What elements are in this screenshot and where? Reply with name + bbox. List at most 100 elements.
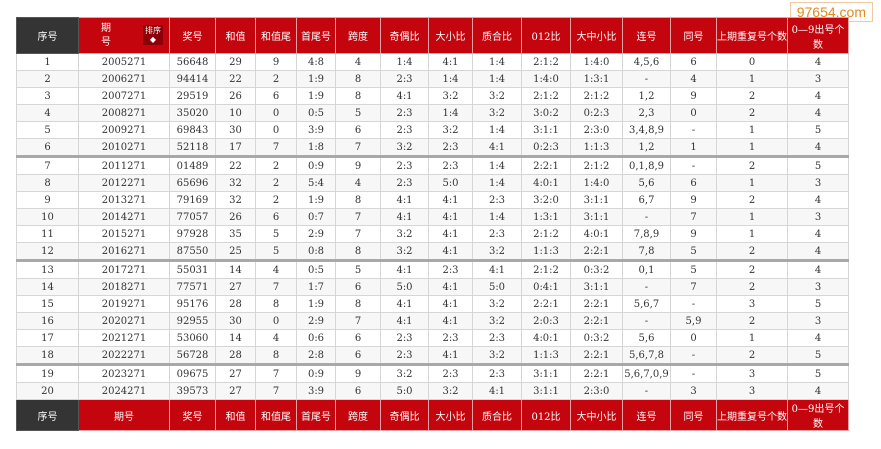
cell-same-number: - (670, 155, 717, 175)
cell-issue: 2013271 (78, 191, 170, 209)
cell-odd-even: 3:2 (380, 225, 429, 243)
cell-big-small: 4:1 (428, 53, 473, 71)
header-sum-tail: 和值尾 (255, 17, 297, 54)
cell-repeat-count: 0 (716, 53, 788, 71)
cell-012-ratio: 2:2:1 (521, 295, 571, 313)
cell-big-mid-small: 1:4:0 (570, 53, 623, 71)
cell-repeat-count: 2 (716, 155, 788, 175)
table-row: 9 2013271 79169 32 2 1:9 8 4:1 4:1 2:3 3:2:0 3:1:1 6… (16, 191, 849, 209)
footer-span: 跨度 (335, 399, 381, 431)
cell-big-mid-small: 2:3:0 (570, 121, 623, 139)
cell-same-number: - (670, 121, 717, 139)
header-big-mid-small: 大中小比 (570, 17, 623, 54)
cell-digit-count: 4 (787, 259, 849, 279)
cell-first-last: 3:9 (296, 382, 336, 400)
cell-big-mid-small: 2:2:1 (570, 242, 623, 261)
footer-012-ratio: 012比 (521, 399, 571, 431)
cell-big-mid-small: 2:2:1 (570, 295, 623, 313)
cell-big-mid-small: 0:2:3 (570, 104, 623, 122)
cell-012-ratio: 3:1:1 (521, 121, 571, 139)
footer-issue: 期号 (78, 399, 170, 431)
cell-index: 11 (16, 225, 79, 243)
cell-digit-count: 5 (787, 155, 849, 175)
table-body: 1 2005271 56648 29 9 4:8 4 1:4 4:1 1:4 2:1:2 1:4:0 4… (16, 53, 849, 400)
cell-digit-count: 3 (787, 278, 849, 296)
header-consecutive: 连号 (622, 17, 671, 54)
sort-button-label: 排序 (145, 26, 161, 35)
cell-first-last: 2:9 (296, 312, 336, 330)
cell-big-small: 2:3 (428, 138, 473, 157)
header-same-number: 同号 (670, 17, 717, 54)
cell-digit-count: 4 (787, 242, 849, 261)
cell-big-small: 4:1 (428, 208, 473, 226)
cell-digit-count: 4 (787, 53, 849, 71)
cell-same-number: 5 (670, 242, 717, 261)
cell-sum: 27 (215, 363, 256, 383)
cell-sum: 22 (215, 70, 256, 88)
cell-issue: 2024271 (78, 382, 170, 400)
cell-repeat-count: 3 (716, 363, 788, 383)
cell-prime-composite: 2:3 (472, 329, 522, 347)
cell-span: 6 (335, 346, 381, 365)
sort-button[interactable]: 排序 ◆ (143, 25, 163, 45)
cell-sum: 14 (215, 259, 256, 279)
cell-odd-even: 2:3 (380, 104, 429, 122)
cell-issue: 2017271 (78, 259, 170, 279)
cell-issue: 2016271 (78, 242, 170, 261)
cell-big-mid-small: 3:1:1 (570, 208, 623, 226)
cell-first-last: 1:9 (296, 295, 336, 313)
cell-odd-even: 3:2 (380, 138, 429, 157)
cell-repeat-count: 3 (716, 382, 788, 400)
cell-sum-tail: 4 (255, 329, 297, 347)
cell-span: 7 (335, 208, 381, 226)
cell-index: 14 (16, 278, 79, 296)
cell-012-ratio: 3:0:2 (521, 104, 571, 122)
cell-sum-tail: 7 (255, 363, 297, 383)
cell-first-last: 0:5 (296, 259, 336, 279)
footer-sum-tail: 和值尾 (255, 399, 297, 431)
cell-012-ratio: 2:1:2 (521, 53, 571, 71)
cell-sum-tail: 7 (255, 138, 297, 157)
cell-consecutive: 7,8 (622, 242, 671, 261)
table-row: 3 2007271 29519 26 6 1:9 8 4:1 3:2 3:2 2:1:2 2:1:2 1… (16, 87, 849, 105)
cell-012-ratio: 3:1:1 (521, 363, 571, 383)
cell-big-small: 2:3 (428, 363, 473, 383)
cell-issue: 2006271 (78, 70, 170, 88)
cell-repeat-count: 1 (716, 225, 788, 243)
cell-prime-composite: 2:3 (472, 225, 522, 243)
cell-sum: 17 (215, 138, 256, 157)
cell-odd-even: 2:3 (380, 155, 429, 175)
cell-odd-even: 1:4 (380, 53, 429, 71)
cell-sum: 25 (215, 242, 256, 261)
cell-same-number: 1 (670, 138, 717, 157)
cell-issue: 2021271 (78, 329, 170, 347)
footer-consecutive: 连号 (622, 399, 671, 431)
cell-prime-composite: 2:3 (472, 191, 522, 209)
table-row: 10 2014271 77057 26 6 0:7 7 4:1 4:1 1:4 1:3:1 3:1:1… (16, 208, 849, 226)
cell-sum-tail: 2 (255, 70, 297, 88)
cell-sum: 28 (215, 346, 256, 365)
cell-index: 2 (16, 70, 79, 88)
cell-issue: 2023271 (78, 363, 170, 383)
cell-odd-even: 3:2 (380, 242, 429, 261)
cell-index: 19 (16, 363, 79, 383)
cell-span: 6 (335, 329, 381, 347)
cell-index: 3 (16, 87, 79, 105)
cell-big-mid-small: 3:1:1 (570, 278, 623, 296)
cell-sum-tail: 0 (255, 104, 297, 122)
cell-first-last: 2:8 (296, 346, 336, 365)
cell-digit-count: 5 (787, 346, 849, 365)
cell-consecutive: - (622, 382, 671, 400)
cell-draw-number: 55031 (169, 259, 216, 279)
cell-012-ratio: 0:2:3 (521, 138, 571, 157)
header-issue[interactable]: 期 号 排序 ◆ (78, 17, 170, 54)
cell-big-small: 2:3 (428, 155, 473, 175)
cell-draw-number: 56648 (169, 53, 216, 71)
cell-repeat-count: 3 (716, 295, 788, 313)
cell-span: 4 (335, 53, 381, 71)
cell-consecutive: 2,3 (622, 104, 671, 122)
cell-sum: 27 (215, 382, 256, 400)
cell-same-number: 3 (670, 382, 717, 400)
cell-prime-composite: 1:4 (472, 208, 522, 226)
cell-big-small: 4:1 (428, 242, 473, 261)
